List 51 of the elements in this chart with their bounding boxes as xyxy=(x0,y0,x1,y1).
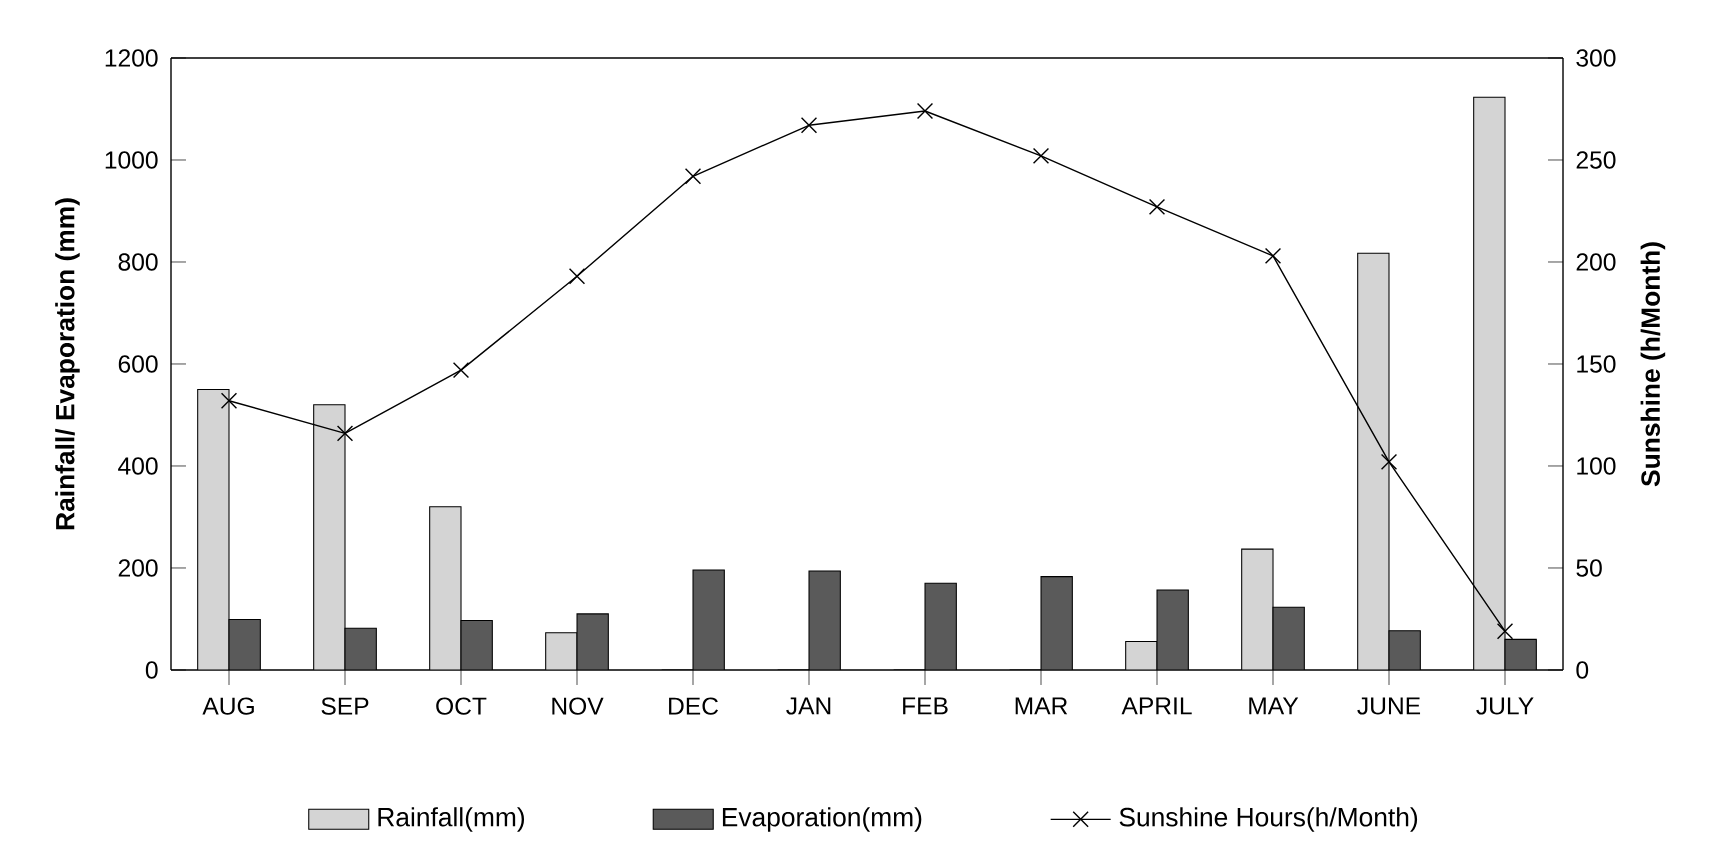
y-tick-label: 400 xyxy=(118,457,158,475)
y2-tick-label: 150 xyxy=(1577,355,1616,373)
point xyxy=(220,392,238,409)
y-tick-label: 200 xyxy=(118,559,158,577)
bar xyxy=(429,506,462,670)
legend-label: Rainfall(mm) xyxy=(378,807,525,832)
point xyxy=(1148,198,1166,216)
y-tick-label: 600 xyxy=(118,355,158,373)
x-tick-label: JAN xyxy=(786,697,831,715)
point xyxy=(568,268,586,285)
bar xyxy=(1357,252,1390,670)
point xyxy=(452,361,470,379)
y2-tick-label: 200 xyxy=(1576,253,1616,271)
point xyxy=(336,425,354,442)
point xyxy=(1380,453,1398,471)
legend-label: Evaporation(mm) xyxy=(722,807,922,832)
point xyxy=(1032,147,1050,165)
x-tick-label: APRIL xyxy=(1121,697,1192,715)
y-tick-label: 0 xyxy=(145,661,158,679)
point xyxy=(684,168,702,185)
y-tick-label: 800 xyxy=(118,253,158,271)
x-tick-label: AUG xyxy=(202,697,254,715)
point xyxy=(1496,623,1514,640)
x-tick-label: SEP xyxy=(321,697,369,715)
y-tick-label: 1000 xyxy=(105,151,158,169)
y2-tick-label: 0 xyxy=(1576,661,1589,679)
point xyxy=(800,117,818,134)
bar xyxy=(1473,96,1506,670)
legend-label: Sunshine Hours(h/Month) xyxy=(1119,807,1418,832)
bar xyxy=(1125,640,1158,670)
bar xyxy=(1241,548,1274,670)
x-tick-label: OCT xyxy=(436,697,487,715)
y2-tick-label: 50 xyxy=(1576,559,1602,577)
y2-tick-label: 300 xyxy=(1576,49,1616,67)
x-tick-label: JUNE xyxy=(1357,697,1421,715)
y2-axis-title: Sunshine (h/Month) xyxy=(1640,242,1666,487)
bar xyxy=(545,632,578,670)
x-tick-label: JULY xyxy=(1476,697,1534,715)
point xyxy=(1264,247,1282,265)
bar xyxy=(313,404,346,670)
y2-tick-label: 100 xyxy=(1577,457,1616,475)
x-tick-label: MAR xyxy=(1015,697,1068,715)
x-tick-label: DEC xyxy=(669,697,719,715)
y2-tick-label: 250 xyxy=(1576,151,1616,169)
y-axis-title: Rainfall/ Evaporation (mm) xyxy=(55,198,80,530)
x-tick-label: FEB xyxy=(903,697,948,715)
y-tick-label: 1200 xyxy=(105,49,158,67)
bar xyxy=(197,388,230,670)
x-tick-label: MAY xyxy=(1249,697,1299,715)
x-tick-label: NOV xyxy=(552,697,604,715)
point xyxy=(916,102,934,120)
